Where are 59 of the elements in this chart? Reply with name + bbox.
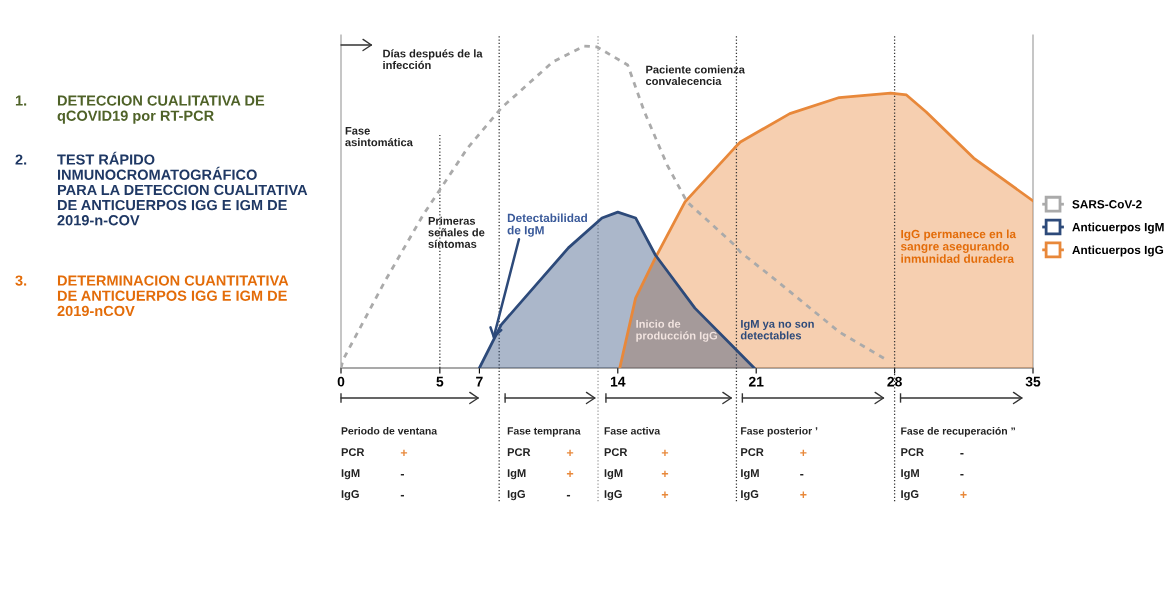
- text: IgM: [604, 469, 623, 480]
- text: +: [566, 449, 574, 456]
- text: -: [400, 494, 404, 497]
- x-tick-label: 14: [610, 376, 626, 387]
- text: Fase temprana: [507, 427, 581, 437]
- text: 3.: [15, 275, 27, 286]
- annotation: IgG permanece en la sangre asegurando inmunidad duradera: [900, 229, 1017, 263]
- x-tick-label: 5: [436, 376, 444, 387]
- text: +: [661, 470, 669, 477]
- text: +: [661, 449, 669, 456]
- annotation: Paciente comienza convalecencia: [645, 65, 745, 86]
- text: IgM: [901, 469, 919, 480]
- text: Periodo de ventana: [341, 426, 438, 435]
- text: Fase de recuperación ”: [901, 426, 1015, 437]
- text: Fase activa: [604, 426, 661, 435]
- text: PCR: [901, 448, 924, 457]
- text: -: [400, 473, 404, 476]
- text: 2.: [15, 154, 27, 165]
- text: PCR: [741, 448, 764, 457]
- text: IgM: [507, 469, 526, 480]
- annotation: Detectabilidad de IgM: [507, 213, 587, 237]
- text: +: [400, 449, 408, 456]
- x-tick-label: 7: [476, 376, 483, 387]
- x-tick-label: 28: [887, 376, 902, 387]
- text: DETECCION CUALITATIVA DE qCOVID19 por RT-PCR: [57, 95, 265, 124]
- text: IgM: [341, 469, 360, 480]
- text: PCR: [507, 448, 531, 457]
- text: DETERMINACION CUANTITATIVA DE ANTICUERPOS IGG E IGM DE 2019-nCOV: [57, 275, 289, 317]
- text: Fase posterior ’: [741, 426, 818, 437]
- text: IgG: [901, 490, 919, 501]
- x-tick-label: 0: [337, 376, 345, 387]
- text: IgG: [741, 490, 759, 501]
- text: +: [800, 449, 807, 456]
- text: IgG: [604, 490, 622, 501]
- text: 1.: [15, 95, 27, 106]
- text: -: [960, 473, 964, 476]
- text: +: [800, 491, 807, 498]
- annotation: IgM ya no son detectables: [740, 320, 814, 340]
- text: PCR: [341, 448, 365, 457]
- text: -: [800, 473, 804, 476]
- text: +: [661, 491, 669, 498]
- x-tick-label: 35: [1025, 376, 1041, 387]
- text: -: [566, 494, 571, 497]
- text: +: [566, 470, 574, 477]
- legend-label: Anticuerpos IgM: [1072, 222, 1164, 234]
- annotation: Fase asintomática: [345, 126, 413, 147]
- text: IgG: [341, 490, 359, 501]
- text: +: [960, 491, 967, 498]
- text: TEST RÁPIDO INMUNOCROMATOGRÁFICO PARA LA DETECCION CUALITATIVA DE ANTICUERPOS IGG E IGM DE 2019-n-COV: [57, 151, 308, 226]
- text: IgM: [741, 469, 759, 480]
- legend-label: SARS-CoV-2: [1072, 200, 1142, 209]
- annotation: Inicio de producción IgG: [636, 319, 717, 342]
- text: PCR: [604, 448, 628, 457]
- annotation: Primeras señales de síntomas: [428, 216, 485, 248]
- legend-label: Anticuerpos IgG: [1072, 245, 1164, 257]
- text: IgG: [507, 490, 525, 501]
- x-tick-label: 21: [748, 376, 764, 387]
- text: -: [960, 452, 964, 455]
- annotation: Días después de la infección: [383, 49, 483, 70]
